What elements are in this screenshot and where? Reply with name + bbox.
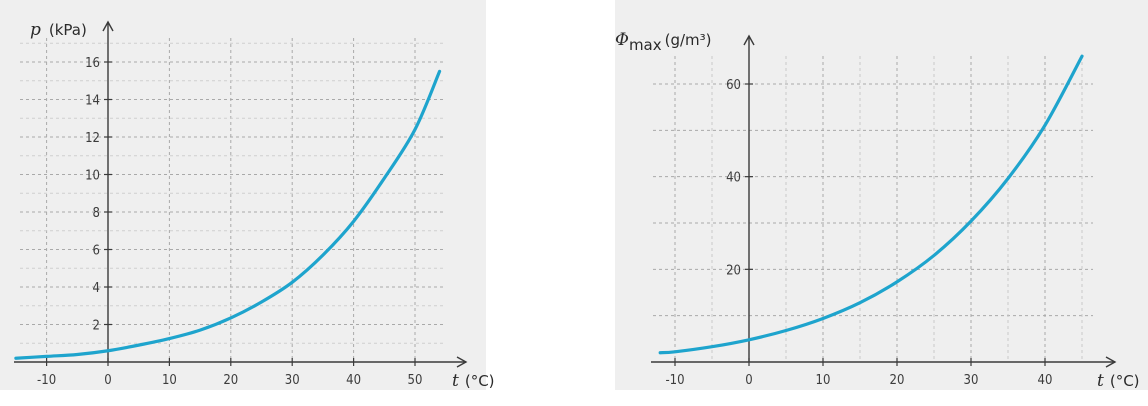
y-tick-label: 12 [85, 131, 100, 146]
x-axis-unit: (°C) [1110, 372, 1140, 390]
x-tick-label: 0 [104, 373, 111, 388]
y-tick-label: 8 [93, 206, 100, 221]
x-tick-label: -10 [665, 373, 684, 388]
y-axis-unit: (g/m³) [665, 31, 712, 49]
y-axis-symbol: p [30, 20, 41, 40]
y-axis-symbol: Φ [615, 30, 629, 50]
humidity-chart: -10 0 10 20 30 40 20 40 60 Φmax (g/m³) t (°C) [615, 30, 1140, 391]
y-tick-label: 6 [93, 244, 100, 259]
y-axis-arrow [743, 34, 755, 46]
x-tick-label: 20 [223, 373, 238, 388]
pressure-chart: -10 0 10 20 30 40 50 2 4 6 8 10 12 14 16 p (kPa) t (°C) [14, 20, 495, 391]
y-tick-label: 14 [85, 94, 100, 109]
x-tick-label: -10 [37, 373, 56, 388]
x-tick-label: 10 [816, 373, 831, 388]
y-tick-label: 16 [85, 56, 100, 71]
x-tick-label: 30 [285, 373, 300, 388]
x-axis-label: t (°C) [452, 371, 495, 391]
grid-lines [653, 56, 1093, 362]
y-tick-label: 60 [726, 78, 741, 93]
y-axis-label: Φmax (g/m³) [615, 30, 712, 54]
x-axis-symbol: t [1097, 371, 1104, 391]
y-axis-arrow [102, 20, 114, 32]
y-tick-label: 2 [93, 319, 100, 334]
y-tick-label: 20 [726, 263, 741, 278]
x-axis-arrow [1105, 356, 1117, 368]
x-axis-symbol: t [452, 371, 459, 391]
data-curve [658, 54, 1084, 355]
pressure-chart-panel: -10 0 10 20 30 40 50 2 4 6 8 10 12 14 16 p (kPa) t (°C) [0, 0, 495, 391]
x-tick-label: 50 [408, 373, 423, 388]
grid-lines [20, 38, 446, 362]
y-tick-label: 4 [93, 281, 100, 296]
y-axis-unit: (kPa) [49, 21, 87, 39]
y-axis-label: p (kPa) [30, 20, 87, 40]
x-tick-label: 30 [964, 373, 979, 388]
x-tick-label: 40 [1038, 373, 1053, 388]
data-curve [14, 69, 442, 360]
x-tick-label: 20 [890, 373, 905, 388]
y-axis-subscript: max [629, 36, 662, 54]
x-axis-label: t (°C) [1097, 371, 1140, 391]
x-tick-label: 10 [162, 373, 177, 388]
y-tick-label: 10 [85, 169, 100, 184]
x-tick-label: 0 [745, 373, 752, 388]
x-axis-unit: (°C) [465, 372, 495, 390]
x-axis-arrow [456, 356, 468, 368]
x-tick-label: 40 [346, 373, 361, 388]
y-tick-label: 40 [726, 171, 741, 186]
humidity-chart-panel: -10 0 10 20 30 40 20 40 60 Φmax (g/m³) t (°C) [615, 0, 1148, 391]
